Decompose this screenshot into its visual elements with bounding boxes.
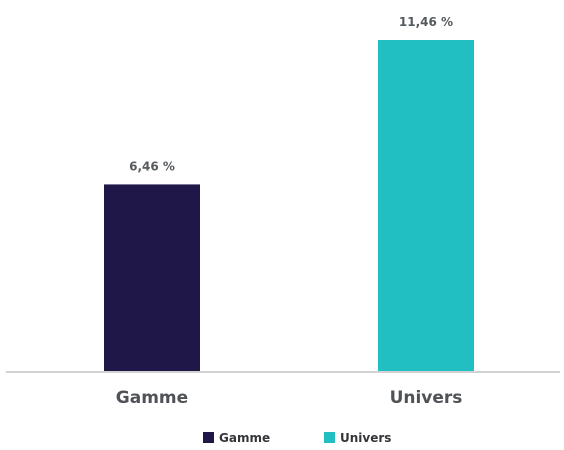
x-tick-labels: Gamme Univers bbox=[116, 388, 463, 408]
bars-layer bbox=[104, 40, 474, 371]
data-label-gamme: 6,46 % bbox=[129, 159, 175, 173]
legend[interactable]: Gamme Univers bbox=[203, 431, 391, 445]
bar-gamme[interactable] bbox=[104, 184, 200, 371]
x-tick-label-univers: Univers bbox=[390, 388, 463, 408]
data-label-univers: 11,46 % bbox=[399, 15, 453, 29]
legend-label-univers: Univers bbox=[340, 431, 391, 445]
x-tick-label-gamme: Gamme bbox=[116, 388, 188, 408]
legend-item-gamme[interactable]: Gamme bbox=[203, 431, 270, 445]
bar-univers[interactable] bbox=[378, 40, 474, 371]
legend-item-univers[interactable]: Univers bbox=[324, 431, 391, 445]
data-labels-layer: 6,46 % 11,46 % bbox=[129, 15, 453, 173]
legend-label-gamme: Gamme bbox=[219, 431, 270, 445]
legend-swatch-gamme bbox=[203, 432, 214, 443]
legend-swatch-univers bbox=[324, 432, 335, 443]
